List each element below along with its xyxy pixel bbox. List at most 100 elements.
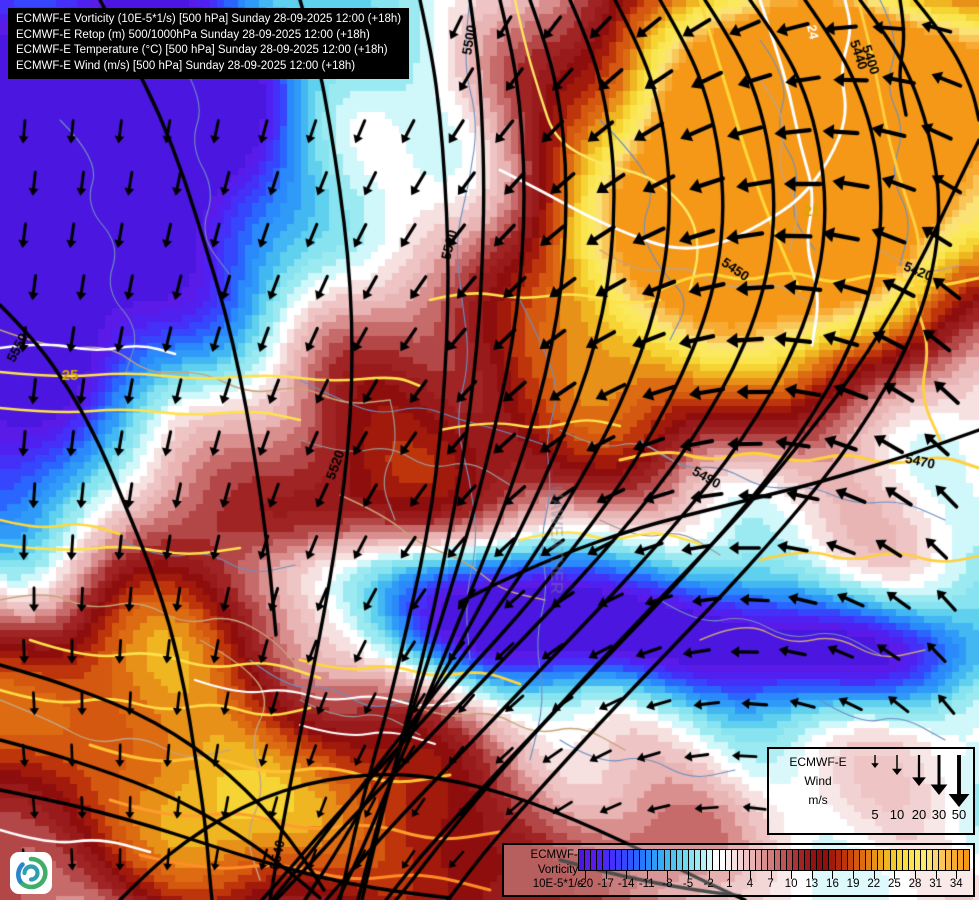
wind-legend-model: ECMWF-E: [789, 755, 847, 769]
colorbar-cell-35: [792, 850, 799, 870]
title-line-temperature: ECMWF-E Temperature (°C) [500 hPa] Sunda…: [16, 44, 388, 56]
wind-legend: ECMWF-E Wind m/s 5 10 20 30 50: [767, 747, 975, 835]
colorbar-tick-label: 25: [887, 878, 901, 890]
colorbar-cell-52: [896, 850, 903, 870]
colorbar-tick: [832, 871, 834, 879]
colorbar-cell-26: [737, 850, 744, 870]
colorbar-tick-label: 4: [746, 878, 754, 890]
spiral-logo[interactable]: [10, 852, 52, 894]
colorbar-cell-19: [695, 850, 702, 870]
colorbar-cell-8: [627, 850, 634, 870]
colorbar-cell-22: [713, 850, 720, 870]
colorbar-cell-12: [652, 850, 659, 870]
wind-legend-speed-labels: 5 10 20 30 50: [861, 807, 973, 825]
colorbar-cell-25: [731, 850, 738, 870]
colorbar-tick: [873, 871, 875, 879]
wind-arrow-50: [948, 755, 970, 807]
colorbar-tick: [935, 871, 937, 879]
wind-legend-arrows: [871, 755, 970, 807]
colorbar-tick: [626, 871, 628, 879]
colorbar-tick-label: 7: [767, 878, 774, 890]
colorbar-cell-23: [719, 850, 726, 870]
colorbar-cell-34: [786, 850, 793, 870]
vorticity-colorbar-tick-labels: -20 -17 -14 -11 -8 -5 -2 1 4 7 10 13 16 19 22 25 28 31 34: [576, 878, 970, 894]
colorbar-tick-label: 16: [826, 878, 839, 890]
colorbar-tick: [749, 871, 751, 879]
colorbar-cell-49: [878, 850, 885, 870]
colorbar-cell-58: [933, 850, 940, 870]
colorbar-cell-28: [750, 850, 757, 870]
colorbar-tick-label: -17: [597, 878, 614, 890]
colorbar-tick-label: 22: [867, 878, 881, 890]
colorbar-cell-20: [701, 850, 708, 870]
colorbar-tick: [853, 871, 855, 879]
vorticity-legend-units: 10E-5*1/s: [532, 878, 584, 890]
colorbar-tick-label: 31: [929, 878, 943, 890]
title-block: ECMWF-E Vorticity (10E-5*1/s) [500 hPa] …: [8, 8, 410, 79]
colorbar-tick-label: 10: [784, 878, 798, 890]
colorbar-cell-50: [884, 850, 891, 870]
colorbar-cell-39: [817, 850, 824, 870]
colorbar-cell-54: [908, 850, 916, 870]
colorbar-tick: [688, 871, 690, 879]
colorbar-cell-0: [579, 850, 586, 870]
title-line-retop: ECMWF-E Retop (m) 500/1000hPa Sunday 28-…: [16, 28, 370, 41]
colorbar-cell-38: [811, 850, 818, 870]
colorbar-cell-47: [866, 850, 873, 870]
wind-speed-label: 5: [871, 807, 879, 822]
colorbar-cell-24: [725, 850, 732, 870]
colorbar-cell-1: [585, 850, 592, 870]
colorbar-cell-17: [682, 850, 689, 870]
colorbar-cell-3: [597, 850, 604, 870]
colorbar-cell-21: [707, 850, 714, 870]
wind-arrow-20: [912, 755, 926, 786]
vorticity-legend: ECMWF-E Vorticity 10E-5*1/s -20 -17 -14 -11…: [502, 843, 975, 897]
colorbar-cell-5: [609, 850, 616, 870]
colorbar-cell-57: [927, 850, 934, 870]
colorbar-tick: [584, 871, 586, 879]
colorbar-cell-60: [945, 850, 952, 870]
colorbar-cell-6: [615, 850, 622, 870]
title-line-wind: ECMWF-E Wind (m/s) [500 hPa] Sunday 28-0…: [16, 59, 356, 72]
colorbar-cell-59: [939, 850, 946, 870]
colorbar-tick-label: -20: [576, 878, 594, 890]
colorbar-cell-46: [860, 850, 867, 870]
colorbar-cell-61: [951, 850, 958, 870]
colorbar-cell-11: [646, 850, 653, 870]
wind-speed-label: 30: [931, 807, 947, 822]
colorbar-tick: [646, 871, 648, 879]
colorbar-tick: [605, 871, 607, 879]
wind-arrow-5: [871, 755, 879, 768]
colorbar-cell-41: [829, 850, 836, 870]
colorbar-cell-27: [743, 850, 751, 870]
colorbar-tick-label: 34: [949, 878, 963, 890]
wind-speed-label: 50: [951, 807, 967, 822]
colorbar-tick: [729, 871, 731, 879]
colorbar-cell-44: [847, 850, 854, 870]
colorbar-cell-2: [591, 850, 598, 870]
colorbar-tick-label: 13: [805, 878, 819, 890]
title-line-vorticity: ECMWF-E Vorticity (10E-5*1/s) [500 hPa] …: [16, 13, 402, 25]
colorbar-cell-53: [902, 850, 909, 870]
colorbar-cell-62: [957, 850, 964, 870]
colorbar-cell-4: [603, 850, 610, 870]
colorbar-tick-label: -8: [662, 878, 673, 890]
colorbar-cell-63: [963, 850, 969, 870]
colorbar-tick-label: -5: [682, 878, 694, 890]
wind-arrow-30: [930, 755, 948, 795]
colorbar-tick-label: 1: [726, 878, 733, 890]
colorbar-cell-10: [640, 850, 647, 870]
colorbar-cell-32: [774, 850, 781, 870]
colorbar-tick-label: 19: [846, 878, 860, 890]
vorticity-colorbar-wrap: -20 -17 -14 -11 -8 -5 -2 1 4 7 10 13 16 19 22 25 28 31 34: [576, 849, 970, 897]
colorbar-tick-label: 28: [908, 878, 922, 890]
colorbar-tick-label: -11: [638, 878, 655, 890]
wind-legend-units: m/s: [808, 793, 828, 807]
wind-speed-label: 20: [911, 807, 927, 822]
vorticity-colorbar-ticks: [578, 871, 970, 879]
colorbar-cell-14: [664, 850, 671, 870]
colorbar-tick: [791, 871, 793, 879]
vorticity-colorbar[interactable]: [578, 849, 970, 871]
